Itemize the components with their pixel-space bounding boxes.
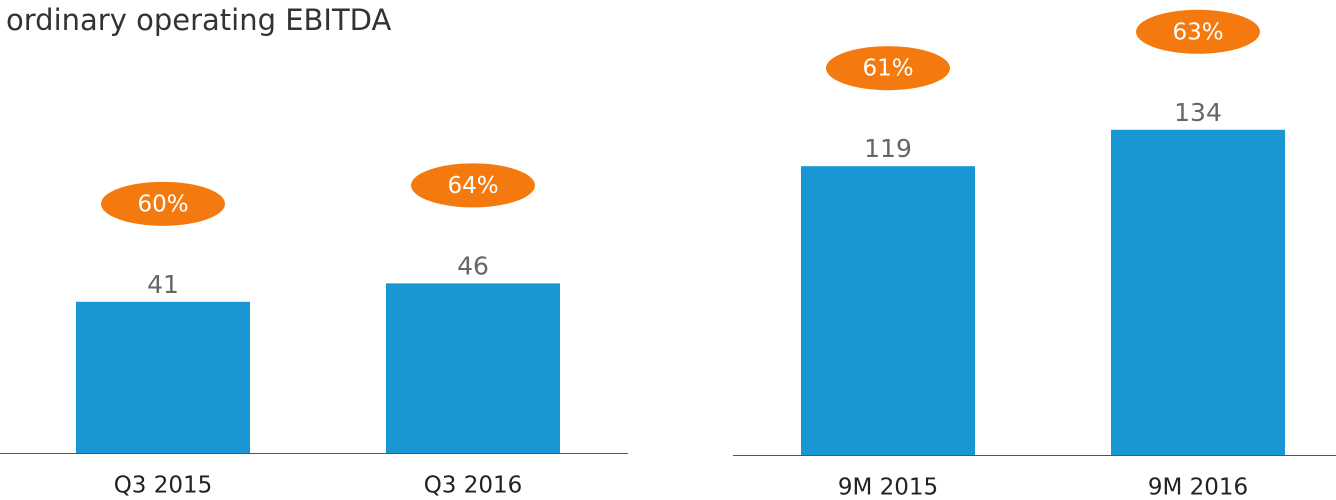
margin-badge <box>1136 9 1260 54</box>
category-label: Q3 2015 <box>114 473 213 499</box>
bar <box>801 166 975 455</box>
margin-label: 61% <box>862 56 913 82</box>
value-label: 46 <box>457 251 489 280</box>
margin-label: 60% <box>137 191 188 217</box>
category-label: 9M 2016 <box>1148 475 1248 500</box>
bar <box>76 301 250 453</box>
margin-badge <box>411 163 535 208</box>
value-label: 119 <box>864 134 912 163</box>
value-label: 41 <box>147 270 179 299</box>
margin-badge <box>101 181 225 226</box>
margin-label: 64% <box>447 173 498 199</box>
bar <box>1111 129 1285 455</box>
category-label: Q3 2016 <box>424 473 523 499</box>
value-label: 134 <box>1174 98 1222 127</box>
page-title: ordinary operating EBITDA <box>6 3 392 37</box>
bar <box>386 283 560 453</box>
category-label: 9M 2015 <box>838 475 938 500</box>
margin-badge <box>826 46 950 91</box>
margin-label: 63% <box>1172 19 1223 45</box>
